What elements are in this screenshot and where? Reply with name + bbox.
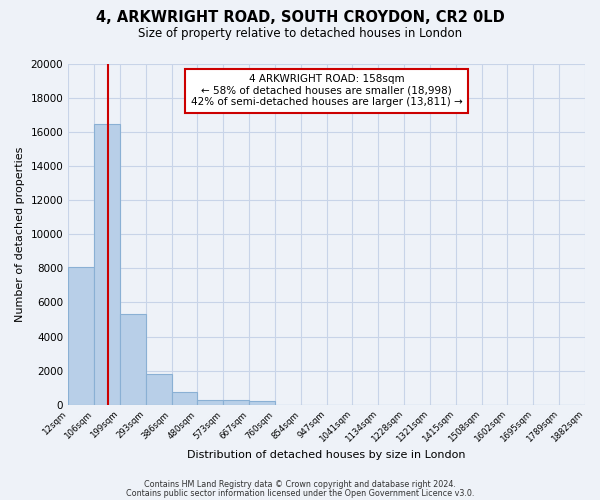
Bar [249,402,275,404]
Text: 4 ARKWRIGHT ROAD: 158sqm
← 58% of detached houses are smaller (18,998)
42% of se: 4 ARKWRIGHT ROAD: 158sqm ← 58% of detach… [191,74,463,108]
Bar [94,124,120,404]
Bar [120,314,146,404]
Y-axis label: Number of detached properties: Number of detached properties [15,146,25,322]
Bar [68,266,94,404]
Text: Contains HM Land Registry data © Crown copyright and database right 2024.: Contains HM Land Registry data © Crown c… [144,480,456,489]
X-axis label: Distribution of detached houses by size in London: Distribution of detached houses by size … [187,450,466,460]
Bar [172,392,197,404]
Text: 4, ARKWRIGHT ROAD, SOUTH CROYDON, CR2 0LD: 4, ARKWRIGHT ROAD, SOUTH CROYDON, CR2 0L… [95,10,505,25]
Bar [197,400,223,404]
Text: Contains public sector information licensed under the Open Government Licence v3: Contains public sector information licen… [126,488,474,498]
Text: Size of property relative to detached houses in London: Size of property relative to detached ho… [138,28,462,40]
Bar [223,400,249,404]
Bar [146,374,172,404]
